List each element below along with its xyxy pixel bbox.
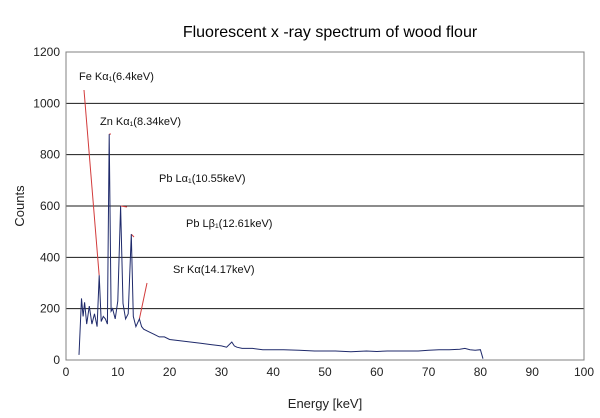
annotation-leader (83, 89, 100, 276)
grid-layer (66, 51, 584, 310)
y-tick-label: 200 (40, 302, 60, 316)
plot-frame (65, 51, 585, 361)
peak-annotation: Fe Kα₁(6.4keV) (79, 71, 154, 83)
x-tick-label: 90 (526, 365, 540, 379)
y-tick-label: 1000 (33, 96, 60, 110)
x-tick-label: 60 (370, 365, 384, 379)
peak-annotation: Pb Lα₁(10.55keV) (159, 173, 246, 185)
peak-annotation: Pb Lβ₁(12.61keV) (186, 218, 272, 230)
x-axis-label: Energy [keV] (288, 396, 362, 411)
x-tick-label: 70 (422, 365, 436, 379)
spectrum-series-line (78, 134, 484, 359)
chart-title: Fluorescent x -ray spectrum of wood flou… (183, 24, 478, 41)
annotation-leader (120, 205, 128, 208)
x-tick-label: 30 (215, 365, 229, 379)
annotation-leader (138, 282, 148, 320)
x-tick-label: 50 (318, 365, 332, 379)
y-tick-label: 800 (40, 148, 60, 162)
y-tick-labels: 0 200 400 600 800 1000 1200 (33, 45, 60, 367)
peak-annotation: Zn Kα₁(8.34keV) (100, 116, 181, 128)
y-tick-label: 1200 (33, 45, 60, 59)
y-tick-label: 400 (40, 250, 60, 264)
x-tick-labels: 0 10 20 30 40 50 60 70 80 90 100 (63, 365, 595, 379)
x-tick-label: 80 (474, 365, 488, 379)
x-tick-label: 20 (163, 365, 177, 379)
y-tick-label: 600 (40, 199, 60, 213)
x-tick-label: 100 (574, 365, 594, 379)
y-tick-label: 0 (53, 353, 60, 367)
peak-annotations: Fe Kα₁(6.4keV) Zn Kα₁(8.34keV) Pb Lα₁(10.5… (79, 71, 272, 320)
x-tick-label: 0 (63, 365, 70, 379)
peak-annotation: Sr Kα(14.17keV) (173, 264, 255, 276)
x-tick-label: 10 (111, 365, 125, 379)
x-tick-label: 40 (267, 365, 281, 379)
y-axis-label: Counts (12, 185, 27, 227)
